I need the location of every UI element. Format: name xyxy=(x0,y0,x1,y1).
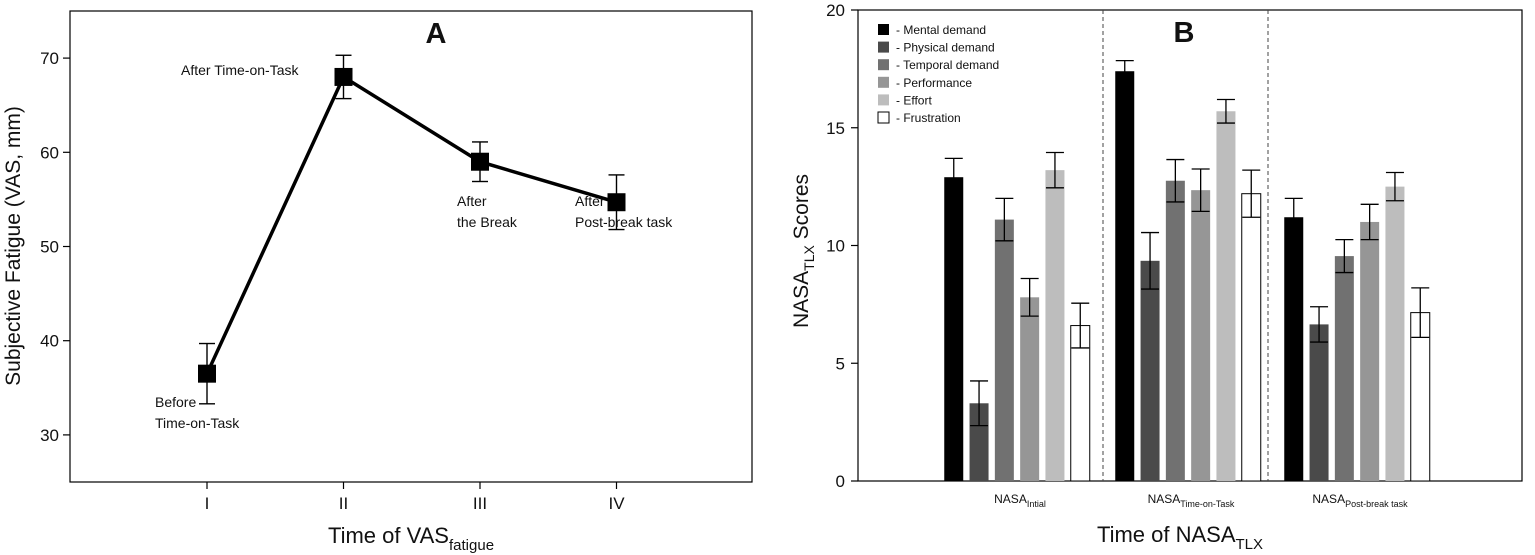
y-axis-title-a: Subjective Fatigue (VAS, mm) xyxy=(2,106,25,386)
legend-label: - Temporal demand xyxy=(896,58,999,72)
x-tick-label-a: II xyxy=(339,494,348,513)
fatigue-line xyxy=(205,74,617,375)
y-tick-label-b: 10 xyxy=(826,237,845,256)
bar xyxy=(944,177,964,481)
panel-label-a: A xyxy=(426,18,447,50)
bar xyxy=(1020,297,1040,481)
panel-label-b: B xyxy=(1174,17,1195,49)
bar xyxy=(1216,111,1236,481)
legend-swatch xyxy=(877,111,890,124)
y-tick-label-a: 30 xyxy=(40,426,59,445)
bar xyxy=(969,403,989,481)
y-tick-label-a: 70 xyxy=(40,49,59,68)
point-annotation: Time-on-Task xyxy=(155,415,240,431)
legend-swatch xyxy=(878,94,889,106)
x-tick-label-a: III xyxy=(473,494,487,513)
bar xyxy=(1070,325,1091,482)
y-tick-label-a: 60 xyxy=(40,143,59,162)
x-category-label-b: NASATime-on-Task xyxy=(1148,492,1235,509)
x-axis-title-b: Time of NASATLX xyxy=(1097,522,1263,553)
data-marker-a xyxy=(471,152,489,171)
legend-label: - Performance xyxy=(896,76,972,90)
legend-label: - Effort xyxy=(896,93,932,107)
point-annotation: Before xyxy=(155,394,196,410)
point-annotation: the Break xyxy=(457,214,518,230)
bar xyxy=(1191,190,1211,481)
bar xyxy=(1165,180,1185,482)
legend-swatch xyxy=(878,41,889,53)
legend-swatch xyxy=(878,59,889,71)
bar xyxy=(1241,193,1262,482)
y-tick-label-a: 40 xyxy=(40,332,59,351)
y-axis-title-b: NASATLX Scores xyxy=(790,174,817,328)
bar xyxy=(1385,186,1405,481)
point-annotation: After xyxy=(575,193,605,209)
legend-swatch xyxy=(878,24,889,35)
y-tick-label-a: 50 xyxy=(40,238,59,257)
x-tick-label-a: I xyxy=(205,494,210,513)
bar xyxy=(1140,260,1160,481)
panel-b-bar-chart: 0 5 10 15 20 NASAIntial NASATime-on-Task NASAPo… xyxy=(790,1,1523,553)
point-annotation: Post-break task xyxy=(575,214,673,230)
y-tick-label-b: 20 xyxy=(826,1,845,20)
plot-frame-a xyxy=(69,10,753,483)
bar xyxy=(1045,170,1065,481)
bar xyxy=(1284,217,1304,482)
point-annotation: After Time-on-Task xyxy=(181,62,299,78)
x-tick-label-a: IV xyxy=(608,494,625,513)
bar xyxy=(994,219,1014,481)
bar xyxy=(1115,71,1135,481)
bar xyxy=(1360,221,1380,481)
y-tick-label-b: 0 xyxy=(836,472,845,491)
data-marker-a xyxy=(334,67,353,86)
x-axis-title-a: Time of VASfatigue xyxy=(328,523,494,554)
legend-label: - Frustration xyxy=(896,111,961,125)
y-tick-label-b: 15 xyxy=(826,119,845,138)
data-marker-a xyxy=(607,193,626,212)
y-tick-label-b: 5 xyxy=(836,354,845,373)
x-category-label-b: NASAPost-break task xyxy=(1312,492,1408,509)
bar xyxy=(1334,256,1354,481)
bar xyxy=(1309,324,1329,481)
x-category-label-b: NASAIntial xyxy=(994,492,1046,509)
legend-label: - Mental demand xyxy=(896,23,986,37)
point-annotation: After xyxy=(457,193,487,209)
legend-swatch xyxy=(878,76,889,88)
data-marker-a xyxy=(198,364,216,383)
legend-label: - Physical demand xyxy=(896,41,995,55)
